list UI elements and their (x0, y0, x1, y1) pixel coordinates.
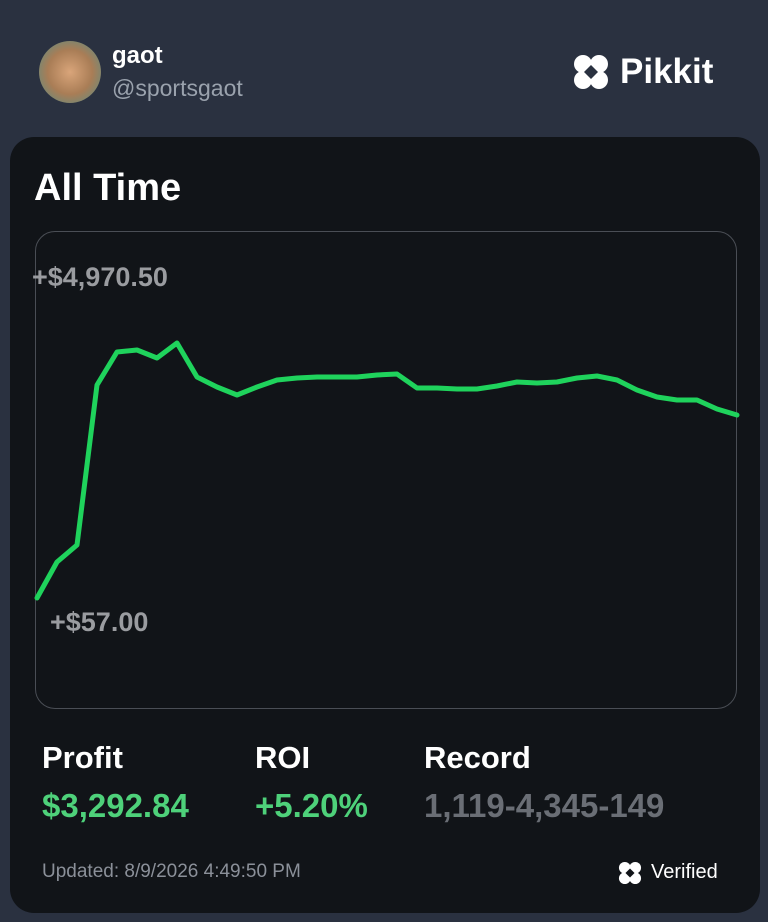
stat-label: ROI (255, 740, 311, 775)
verified-label: Verified (651, 861, 718, 883)
stat-value: +5.20% (255, 787, 368, 824)
avatar (39, 41, 101, 103)
user-name: gaot (112, 42, 163, 69)
brand-logo (574, 55, 608, 89)
verified-icon (618, 861, 642, 885)
chart-frame (35, 231, 737, 709)
stat-label: Profit (42, 740, 123, 775)
card: All Time +$4,970.50 +$57.00 Profit $3,292… (10, 137, 760, 913)
stat-value: $3,292.84 (42, 787, 189, 824)
brand-name: Pikkit (620, 52, 714, 91)
user-handle: @sportsgaot (112, 75, 243, 101)
updated-time: Updated: 8/9/2026 4:49:50 PM (42, 861, 301, 882)
stat-value: 1,119-4,345-149 (424, 787, 665, 824)
y-extreme-label: +$4,970.50 (32, 262, 168, 292)
y-extreme-label: +$57.00 (50, 607, 148, 637)
chart: +$4,970.50 +$57.00 (32, 262, 740, 637)
profit-line (34, 340, 740, 601)
stat-label: Record (424, 740, 531, 775)
card-title: All Time (34, 167, 182, 209)
